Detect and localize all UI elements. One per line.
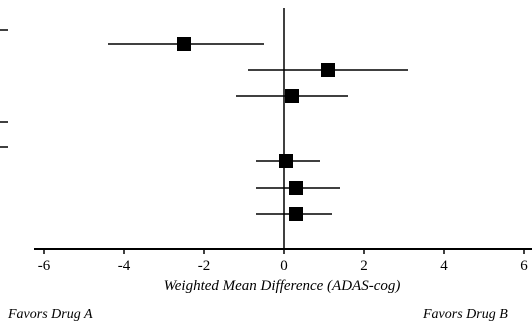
x-tick-label: 4 (440, 258, 448, 274)
x-tick-label: -4 (118, 258, 131, 274)
point-estimate-marker (177, 37, 191, 51)
point-estimate-marker (289, 207, 303, 221)
point-estimate-marker (321, 63, 335, 77)
x-tick-label: -6 (38, 258, 51, 274)
x-tick-label: 6 (520, 258, 528, 274)
x-tick-label: -2 (198, 258, 211, 274)
point-estimate-marker (285, 89, 299, 103)
point-estimate-marker (279, 154, 293, 168)
favors-drug-b-label: Favors Drug B (422, 307, 508, 322)
estimate-rows (108, 37, 408, 221)
x-axis-ticks: -6 -4 -2 0 2 4 6 (38, 249, 528, 274)
x-tick-label: 0 (280, 258, 288, 274)
left-edge-marks (0, 29, 8, 148)
favors-drug-a-label: Favors Drug A (7, 307, 93, 322)
x-tick-label: 2 (360, 258, 368, 274)
point-estimate-marker (289, 181, 303, 195)
x-axis-label: Weighted Mean Difference (ADAS-cog) (164, 278, 401, 294)
